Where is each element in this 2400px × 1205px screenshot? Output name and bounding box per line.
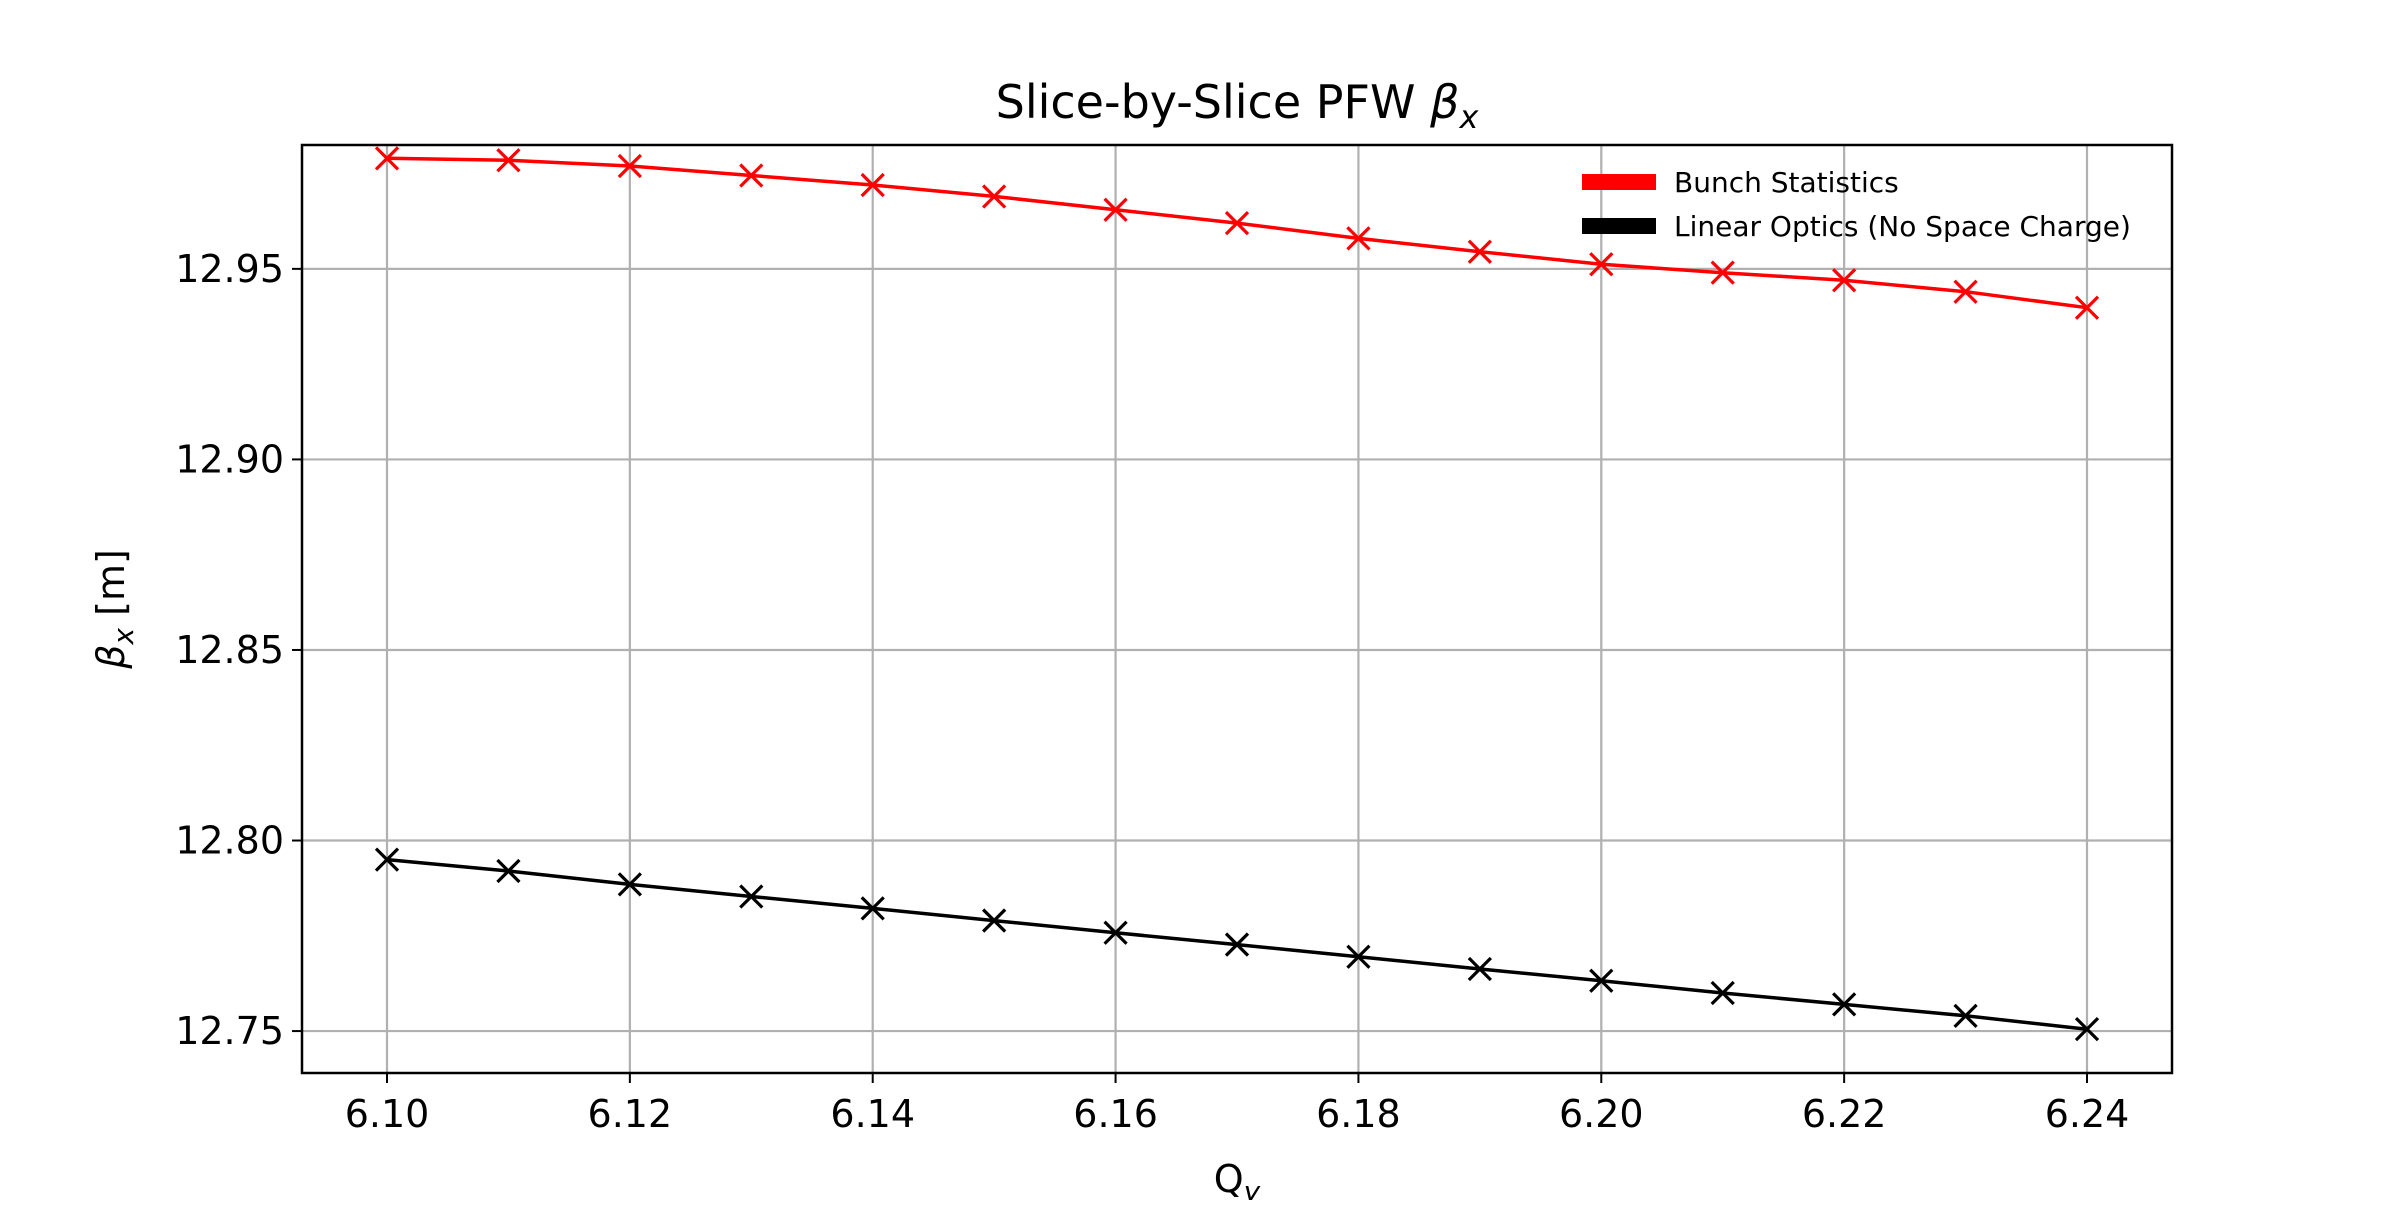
series-linear-optics [374, 847, 2100, 1042]
data-point [1589, 968, 1614, 993]
x-tick-label: 6.12 [588, 1092, 673, 1136]
x-axis-title-main: Q [1214, 1157, 1244, 1200]
x-tick-label: 6.18 [1316, 1092, 1401, 1136]
chart-title: Slice-by-Slice PFW βx [996, 75, 1480, 136]
x-tick-label: 6.14 [830, 1092, 915, 1136]
data-point [617, 872, 642, 897]
x-tick-label: 6.24 [2045, 1092, 2130, 1136]
legend-label: Linear Optics (No Space Charge) [1674, 210, 2131, 243]
x-tick-label: 6.20 [1559, 1092, 1644, 1136]
plot-frame [300, 143, 2174, 1075]
y-tick-label: 12.80 [175, 819, 284, 863]
data-point [374, 847, 400, 872]
x-axis-title-subscript: y [1243, 1175, 1261, 1200]
legend: Bunch Statistics Linear Optics (No Space … [1582, 166, 2131, 243]
grid-lines [302, 145, 2172, 1073]
data-point [1710, 260, 1735, 285]
data-point [496, 858, 521, 884]
data-point [2074, 1017, 2100, 1042]
data-point [374, 146, 400, 171]
data-point [1710, 980, 1735, 1006]
chart-title-main: Slice-by-Slice PFW [996, 75, 1430, 129]
data-point [1953, 1003, 1978, 1028]
data-point [739, 163, 764, 188]
data-point [739, 884, 764, 909]
y-tick-label: 12.85 [175, 628, 284, 672]
data-point [1467, 956, 1492, 982]
chart-title-subscript: x [1458, 98, 1479, 136]
data-point [860, 172, 885, 198]
data-point [1589, 252, 1614, 277]
y-tick-label: 12.95 [175, 247, 284, 291]
x-tick-label: 6.22 [1802, 1092, 1887, 1136]
y-axis-title-symbol: β [89, 645, 133, 670]
x-tick-label: 6.16 [1073, 1092, 1158, 1136]
data-point [1103, 197, 1128, 222]
data-point [1346, 944, 1371, 969]
data-point [1832, 268, 1857, 293]
data-point [1467, 239, 1492, 264]
data-point [860, 896, 885, 921]
y-axis-title-suffix: [m] [89, 549, 133, 628]
data-point [617, 153, 642, 179]
series-bunch-statistics [374, 146, 2100, 320]
data-point [982, 184, 1007, 209]
data-point [1224, 210, 1250, 236]
data-point [496, 148, 521, 173]
x-tick-label: 6.10 [345, 1092, 430, 1136]
y-axis-title: βx [m] [89, 549, 140, 670]
data-point [1346, 226, 1371, 251]
data-point [1103, 920, 1128, 945]
y-axis-title-subscript: x [107, 628, 140, 646]
chart-title-symbol: β [1429, 75, 1459, 129]
x-axis-title: Qy [1214, 1157, 1261, 1200]
data-point [2074, 295, 2100, 320]
y-tick-label: 12.75 [175, 1009, 284, 1053]
series-layer [374, 146, 2100, 1042]
data-point [1832, 992, 1857, 1017]
data-point [1953, 279, 1978, 304]
legend-label: Bunch Statistics [1674, 166, 1899, 199]
y-tick-label: 12.90 [175, 437, 284, 481]
data-point [982, 908, 1007, 933]
data-point [1224, 932, 1250, 957]
axis-ticks: 6.10 6.12 6.14 6.16 6.18 6.20 6.22 6.24 12.75 12.… [175, 247, 2129, 1136]
